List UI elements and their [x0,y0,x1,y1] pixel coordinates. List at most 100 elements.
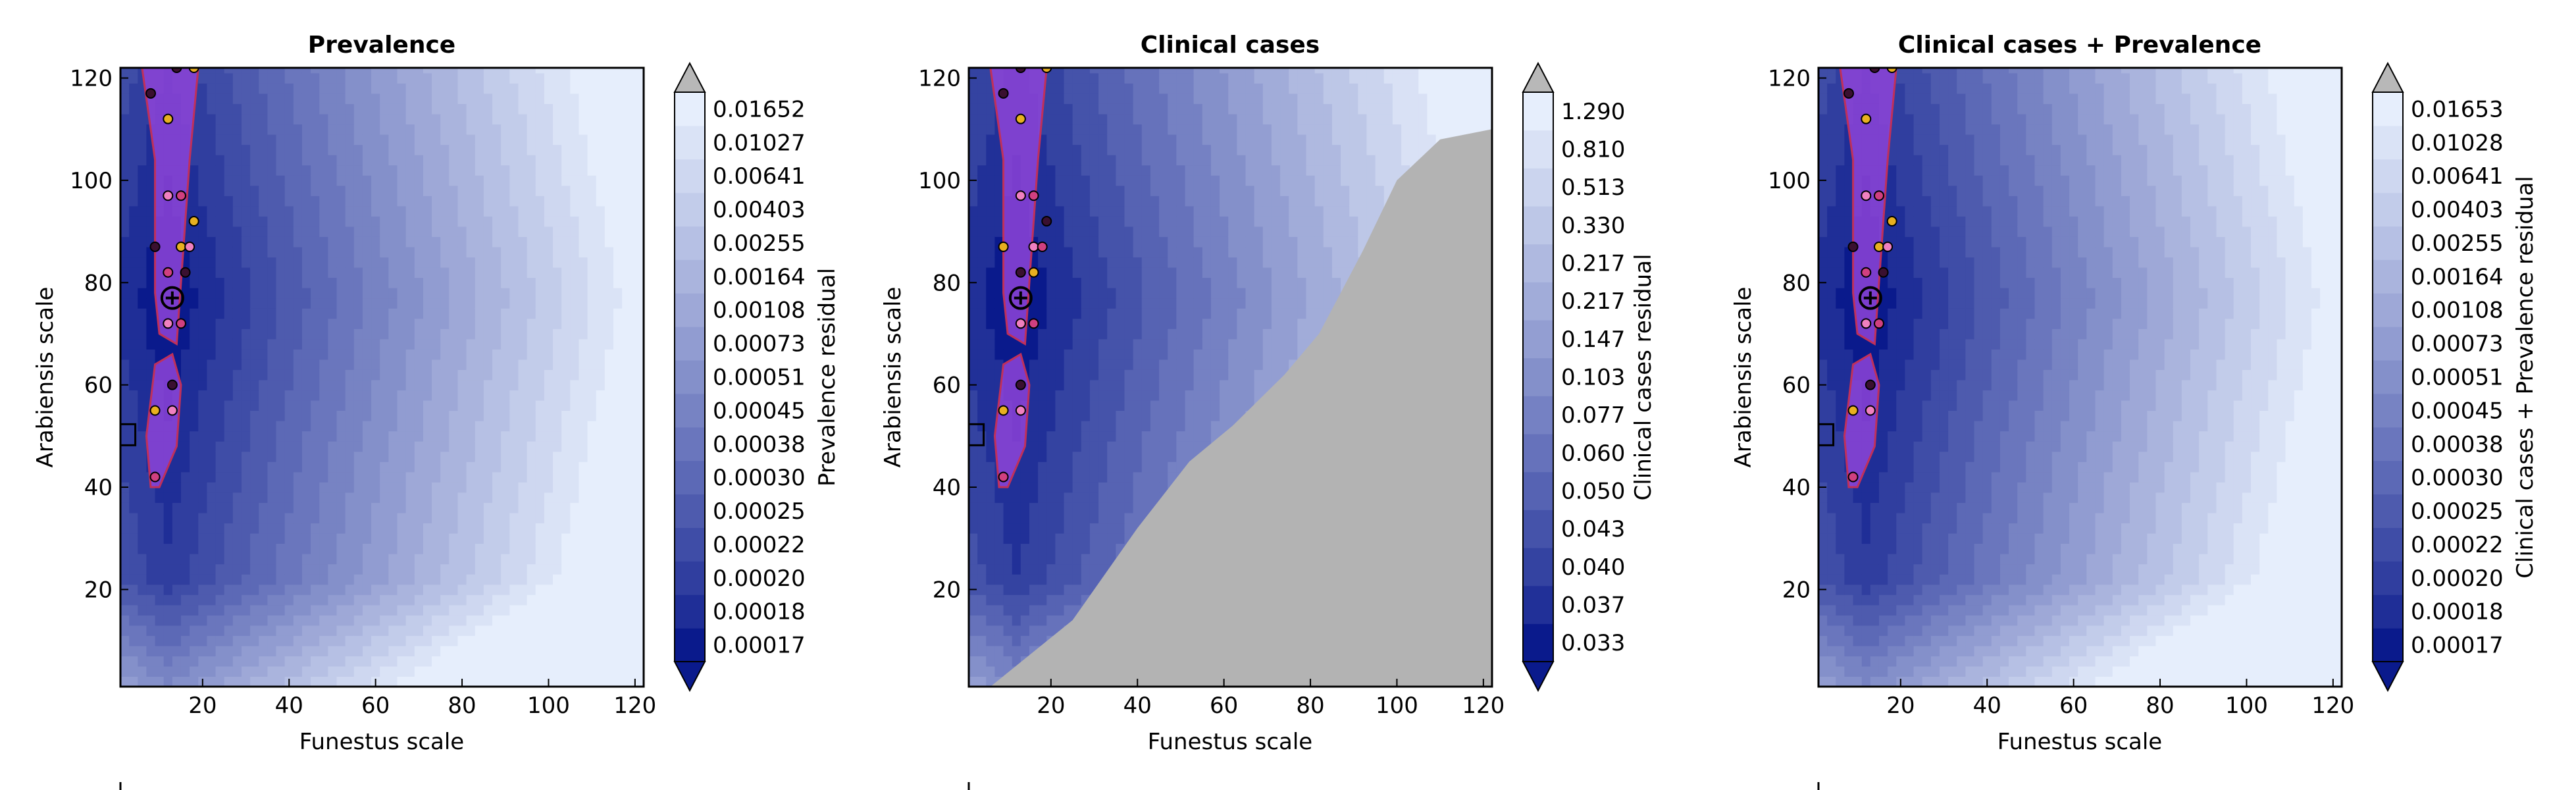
contour-cell [380,338,389,350]
contour-cell [639,421,644,432]
contour-cell [587,512,597,524]
contour-cell [380,482,389,493]
contour-cell [224,543,234,554]
contour-cell [432,379,441,391]
contour-cell [336,144,346,155]
contour-cell [570,68,580,74]
contour-cell [120,461,130,473]
contour-cell [492,359,502,370]
contour-cell [977,554,987,565]
contour-cell [1029,502,1039,514]
contour-cell [120,410,130,421]
contour-cell [380,492,389,503]
contour-cell [1098,564,1108,575]
contour-cell [527,471,536,483]
contour-cell [284,512,294,524]
contour-cell [432,390,441,401]
contour-cell [362,451,372,462]
contour-cell [1133,512,1143,524]
contour-cell [250,165,259,176]
contour-cell [969,185,978,196]
contour-cell [535,625,545,636]
contour-cell [527,492,536,503]
contour-cell [345,656,355,667]
contour-cell [120,451,130,462]
contour-cell [198,246,208,258]
contour-cell [138,564,147,575]
contour-cell [466,196,476,207]
contour-cell [319,482,328,493]
contour-cell [535,144,545,155]
contour-cell [639,68,644,74]
contour-cell [172,666,182,677]
contour-cell [432,471,441,483]
contour-cell [466,471,476,483]
contour-cell [146,502,156,514]
contour-cell [250,338,259,350]
contour-cell [138,175,147,186]
contour-cell [440,604,450,616]
contour-cell [336,124,346,135]
contour-cell [986,676,996,687]
contour-cell [215,267,225,278]
contour-cell [180,277,190,288]
contour-cell [129,594,138,606]
contour-cell [241,113,251,125]
contour-cell [544,329,554,340]
contour-cell [362,267,372,278]
contour-cell [604,584,614,595]
contour-cell [501,329,510,340]
contour-cell [1098,72,1108,84]
contour-cell [250,308,259,319]
contour-cell [146,533,156,544]
contour-cell [301,533,311,544]
contour-cell [535,543,545,554]
contour-cell [492,369,502,381]
contour-cell [380,349,389,360]
contour-cell [405,676,415,687]
contour-cell [440,441,450,452]
contour-cell [423,441,432,452]
contour-cell [501,656,510,667]
contour-cell [215,205,225,217]
contour-cell [475,144,484,155]
colorbar-tick-label: 0.00051 [713,365,806,391]
contour-cell [1089,410,1099,421]
contour-cell [259,329,268,340]
contour-cell [631,196,640,207]
contour-cell [1012,492,1021,503]
contour-cell [475,318,484,329]
contour-cell [1072,196,1082,207]
contour-cell [449,103,459,115]
contour-cell [198,471,208,483]
contour-cell [353,68,363,74]
contour-cell [224,441,234,452]
contour-cell [509,400,519,411]
contour-cell [129,72,138,84]
contour-cell [198,615,208,626]
contour-cell [138,594,147,606]
contour-cell [561,329,571,340]
contour-cell [570,277,580,288]
contour-cell [120,390,130,401]
contour-cell [405,400,415,411]
contour-cell [604,185,614,196]
contour-cell [198,349,208,360]
contour-cell [492,329,502,340]
contour-cell [457,83,467,94]
contour-cell [561,277,571,288]
contour-cell [276,369,286,381]
contour-cell [501,205,510,217]
colorbar-tick-label: 0.00038 [713,431,806,458]
contour-cell [579,205,588,217]
contour-cell [1072,83,1082,94]
contour-cell [284,543,294,554]
contour-cell [311,584,320,595]
contour-cell [1124,134,1134,145]
contour-cell [241,329,251,340]
contour-cell [267,236,277,248]
contour-cell [622,288,631,299]
contour-cell [267,410,277,421]
contour-cell [336,359,346,370]
contour-cell [492,574,502,585]
